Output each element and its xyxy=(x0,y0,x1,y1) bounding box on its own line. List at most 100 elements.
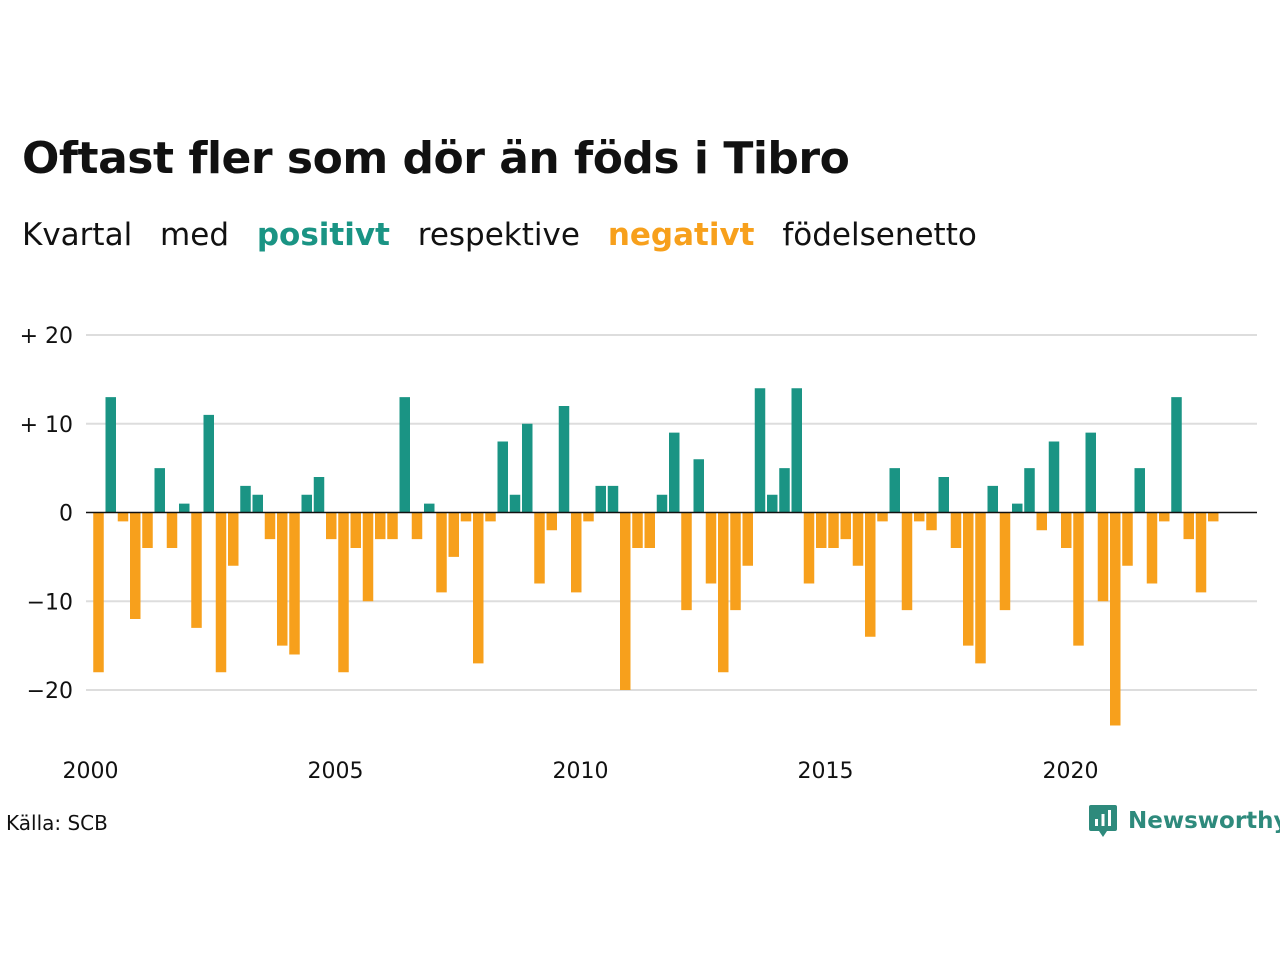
subtitle-positive: positivt xyxy=(256,217,390,253)
bar-negative xyxy=(571,512,582,593)
x-tick-label: 2000 xyxy=(63,759,119,784)
x-tick-label: 2010 xyxy=(553,759,609,784)
brand-name: Newsworthy xyxy=(1128,808,1280,834)
bar-negative xyxy=(1146,512,1158,584)
brand-logo[interactable]: Newsworthy xyxy=(1088,803,1280,839)
bar-negative xyxy=(546,512,557,531)
bar-negative xyxy=(350,512,361,548)
bars xyxy=(93,388,1219,726)
bar-negative xyxy=(228,512,239,566)
bar-negative xyxy=(338,512,349,673)
bar-negative xyxy=(473,512,484,664)
subtitle-med: med xyxy=(160,217,229,253)
bar-negative xyxy=(877,512,888,522)
x-axis-ticks: 2000 2005 2010 2015 2020 xyxy=(63,759,1099,784)
bar-negative xyxy=(1208,512,1219,522)
subtitle-respektive: respektive xyxy=(417,217,580,253)
bar-negative xyxy=(681,512,692,611)
bar-negative xyxy=(1122,512,1133,566)
bar-positive xyxy=(1171,397,1182,513)
bar-negative xyxy=(852,512,864,566)
bar-negative xyxy=(963,512,974,646)
bar-positive xyxy=(154,468,165,513)
bar-positive xyxy=(595,485,606,513)
y-tick-label: 0 xyxy=(59,502,73,527)
bar-negative xyxy=(583,512,594,522)
bar-positive xyxy=(754,388,766,513)
bar-negative xyxy=(816,512,827,548)
bar-negative xyxy=(142,512,153,548)
bar-negative xyxy=(93,512,104,673)
bar-negative xyxy=(215,512,227,673)
bar-positive xyxy=(767,494,778,513)
bar-positive xyxy=(203,414,214,513)
bar-negative xyxy=(448,512,459,557)
bar-negative xyxy=(742,512,753,566)
bar-positive xyxy=(1024,468,1035,513)
y-tick-label: −10 xyxy=(27,590,73,615)
bar-negative xyxy=(914,512,925,522)
bar-negative xyxy=(485,512,496,522)
bar-negative xyxy=(326,512,337,540)
bar-negative xyxy=(705,512,717,584)
bar-positive xyxy=(313,477,325,513)
bar-negative xyxy=(264,512,276,540)
y-tick-label: + 10 xyxy=(20,413,73,438)
x-tick-label: 2020 xyxy=(1043,759,1099,784)
bar-negative xyxy=(828,512,839,548)
bar-positive xyxy=(509,494,521,513)
bar-negative xyxy=(1097,512,1109,602)
bar-negative xyxy=(411,512,423,540)
bar-negative xyxy=(1183,512,1194,540)
bar-negative xyxy=(999,512,1011,611)
bar-negative xyxy=(644,512,655,548)
bar-negative xyxy=(632,512,643,548)
bar-negative xyxy=(1195,512,1207,593)
bar-positive xyxy=(522,423,533,513)
bar-positive xyxy=(558,406,570,513)
bar-positive xyxy=(1134,468,1145,513)
bar-positive xyxy=(399,397,410,513)
bar-positive xyxy=(791,388,802,513)
bar-negative xyxy=(166,512,178,548)
bar-negative xyxy=(730,512,741,611)
bar-negative xyxy=(362,512,374,602)
bar-positive xyxy=(497,441,508,513)
bar-positive xyxy=(105,397,116,513)
bar-negative xyxy=(534,512,545,584)
bar-positive xyxy=(1085,432,1096,513)
bar-positive xyxy=(240,485,251,513)
bar-negative xyxy=(375,512,386,540)
bar-negative xyxy=(277,512,288,646)
bar-negative xyxy=(803,512,815,584)
bar-positive xyxy=(1012,503,1023,513)
subtitle-negative: negativt xyxy=(607,217,755,253)
bar-positive xyxy=(424,503,435,513)
bar-positive xyxy=(1048,441,1060,513)
bar-positive xyxy=(656,494,668,513)
bar-negative xyxy=(840,512,851,540)
bar-negative xyxy=(191,512,202,628)
bar-positive xyxy=(252,494,263,513)
bar-negative xyxy=(975,512,986,664)
y-tick-label: + 20 xyxy=(20,324,73,349)
bar-negative xyxy=(1061,512,1072,548)
bar-positive xyxy=(938,477,949,513)
bar-positive xyxy=(779,468,790,513)
bar-negative xyxy=(1036,512,1047,531)
x-tick-label: 2015 xyxy=(798,759,854,784)
bar-positive xyxy=(301,494,312,513)
bar-negative xyxy=(436,512,447,593)
bar-negative xyxy=(926,512,937,531)
source-note: Källa: SCB xyxy=(6,811,108,835)
bar-positive xyxy=(179,503,190,513)
bar-negative xyxy=(950,512,962,548)
bar-negative xyxy=(1110,512,1121,726)
bar-positive xyxy=(889,468,900,513)
bar-negative xyxy=(1159,512,1170,522)
bar-negative xyxy=(460,512,472,522)
bar-negative xyxy=(130,512,141,619)
bar-negative xyxy=(1073,512,1084,646)
bar-negative xyxy=(620,512,631,690)
